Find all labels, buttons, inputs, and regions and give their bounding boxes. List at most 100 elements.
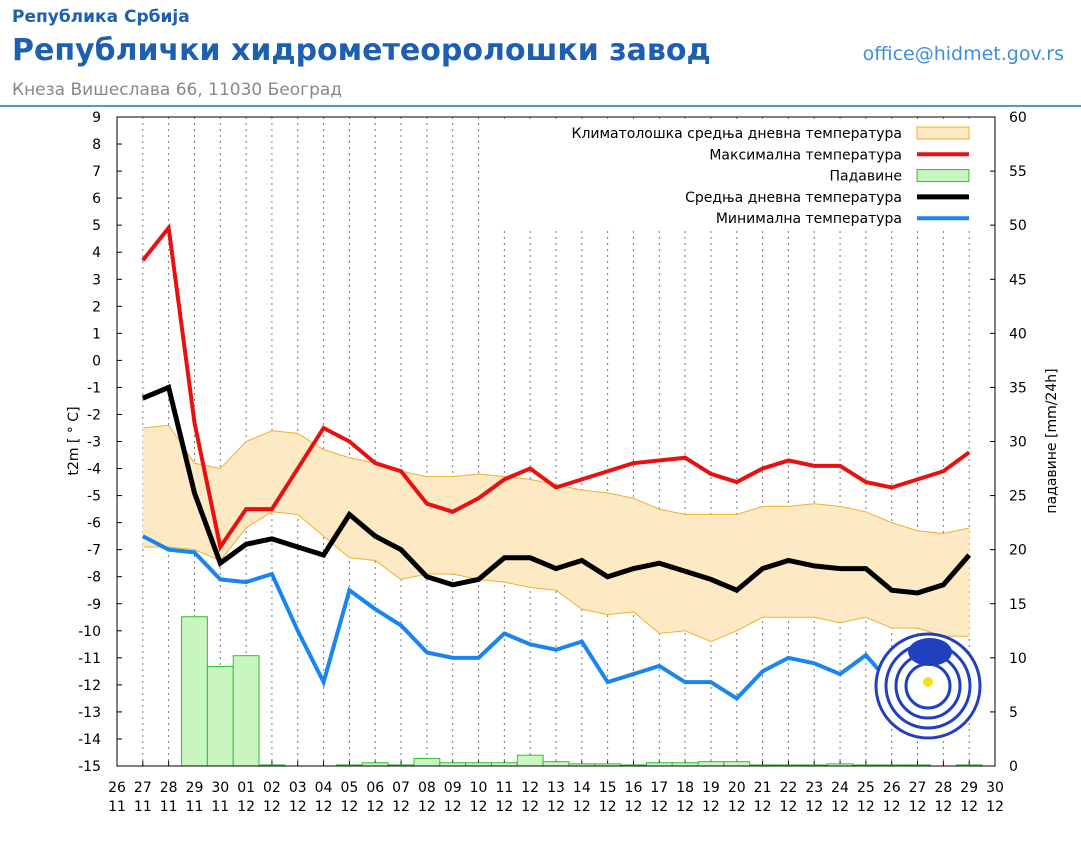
x-tick-label: 12	[340, 799, 358, 815]
x-tick-label: 12	[831, 799, 849, 815]
y2-tick-label: 50	[1009, 218, 1027, 234]
y-axis-label: t2m [ ° C]	[66, 406, 82, 475]
precip-bar	[181, 616, 208, 767]
x-tick-label: 30	[986, 780, 1004, 796]
y-tick-label: -5	[87, 489, 101, 505]
x-tick-label: 12	[702, 799, 720, 815]
legend-label: Минимална температура	[716, 211, 902, 227]
climate-lower	[142, 511, 970, 643]
x-tick-label: 12	[909, 799, 927, 815]
y-tick-label: 0	[92, 353, 101, 369]
x-tick-label: 12	[650, 799, 668, 815]
series-line	[141, 534, 970, 704]
series-line	[141, 222, 971, 552]
x-tick-label: 12	[444, 799, 462, 815]
x-tick-label: 16	[625, 780, 643, 796]
x-tick-label: 23	[805, 780, 823, 796]
precip-bar	[232, 655, 260, 767]
y-tick-label: -14	[78, 732, 101, 748]
x-tick-label: 01	[237, 780, 255, 796]
x-tick-label: 27	[909, 780, 927, 796]
x-tick-label: 27	[134, 780, 152, 796]
y-tick-label: 2	[92, 299, 101, 315]
y-tick-label: 8	[92, 137, 101, 153]
legend-label: Падавине	[830, 169, 902, 185]
x-tick-label: 11	[108, 799, 126, 815]
y-tick-label: 1	[92, 326, 101, 342]
x-tick-label: 05	[340, 780, 358, 796]
x-tick-label: 12	[470, 799, 488, 815]
y-tick-label: -11	[78, 651, 101, 667]
x-tick-label: 14	[573, 780, 591, 796]
y-tick-label: -15	[78, 759, 101, 775]
x-tick-label: 12	[547, 799, 565, 815]
x-tick-label: 12	[883, 799, 901, 815]
y-tick-label: -6	[87, 516, 101, 532]
y-tick-label: -2	[87, 407, 101, 423]
x-tick-label: 12	[495, 799, 513, 815]
y2-tick-label: 5	[1009, 705, 1018, 721]
x-tick-label: 12	[392, 799, 410, 815]
precip-bar	[206, 665, 234, 767]
x-tick-label: 12	[573, 799, 591, 815]
x-tick-label: 12	[779, 799, 797, 815]
x-tick-label: 29	[960, 780, 978, 796]
y-tick-label: 3	[92, 272, 101, 288]
x-tick-label: 12	[960, 799, 978, 815]
y-tick-label: 6	[92, 191, 101, 207]
y-tick-label: -13	[78, 705, 101, 721]
x-tick-label: 12	[237, 799, 255, 815]
x-tick-label: 18	[676, 780, 694, 796]
x-tick-label: 12	[521, 780, 539, 796]
x-tick-label: 20	[728, 780, 746, 796]
x-tick-label: 12	[728, 799, 746, 815]
precip-bar	[542, 761, 570, 767]
x-tick-label: 29	[186, 780, 204, 796]
y2-tick-label: 10	[1009, 651, 1027, 667]
y-tick-label: 4	[92, 245, 101, 261]
x-tick-label: 12	[754, 799, 772, 815]
x-tick-label: 26	[883, 780, 901, 796]
x-tick-label: 07	[392, 780, 410, 796]
climate-band	[142, 425, 970, 642]
x-tick-label: 12	[366, 799, 384, 815]
x-tick-label: 13	[547, 780, 565, 796]
x-tick-label: 12	[934, 799, 952, 815]
x-tick-label: 22	[779, 780, 797, 796]
x-tick-label: 19	[702, 780, 720, 796]
y-tick-label: -4	[87, 462, 101, 478]
y2-tick-label: 60	[1009, 110, 1027, 126]
precip-bar	[413, 757, 441, 767]
email[interactable]: office@hidmet.gov.rs	[863, 43, 1064, 65]
y2-tick-label: 45	[1009, 272, 1027, 288]
climate-upper	[142, 424, 970, 534]
x-tick-label: 12	[986, 799, 1004, 815]
y2-tick-label: 25	[1009, 489, 1027, 505]
y-tick-label: -1	[87, 380, 101, 396]
country: Република Србија	[12, 7, 190, 27]
y-tick-label: 7	[92, 164, 101, 180]
precip-bar	[516, 754, 544, 767]
y2-tick-label: 20	[1009, 543, 1027, 559]
y2-tick-label: 15	[1009, 597, 1027, 613]
x-tick-label: 11	[160, 799, 178, 815]
legend-bg	[495, 119, 990, 231]
y-tick-label: -7	[87, 543, 101, 559]
x-tick-label: 12	[805, 799, 823, 815]
legend-label: Климатолошка средња дневна температура	[572, 126, 903, 142]
x-tick-label: 11	[495, 780, 513, 796]
y-tick-label: 5	[92, 218, 101, 234]
x-tick-label: 04	[315, 780, 333, 796]
precip-bar	[697, 761, 725, 767]
x-tick-label: 15	[599, 780, 617, 796]
plot: 2611271128112911301101120212031204120512…	[78, 110, 1027, 815]
y-tick-label: -12	[78, 678, 101, 694]
y2-tick-label: 35	[1009, 380, 1027, 396]
x-tick-label: 12	[521, 799, 539, 815]
x-tick-label: 12	[289, 799, 307, 815]
y2-tick-label: 0	[1009, 759, 1018, 775]
series-line	[141, 383, 972, 596]
x-tick-label: 12	[315, 799, 333, 815]
x-tick-label: 12	[625, 799, 643, 815]
